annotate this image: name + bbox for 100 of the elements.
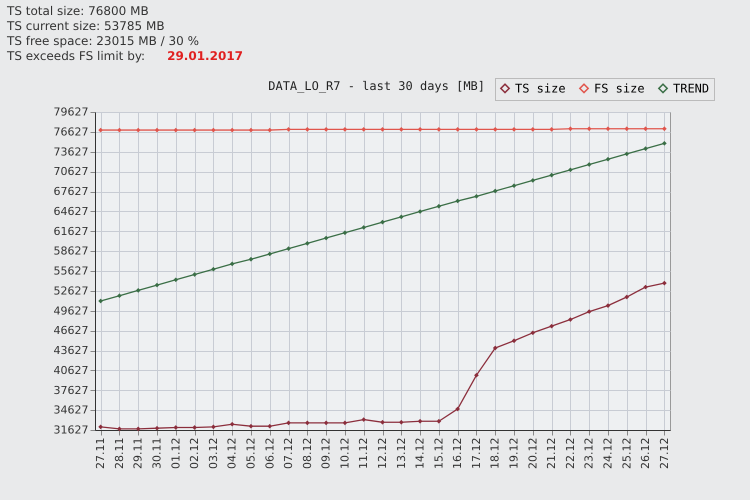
point	[211, 424, 216, 430]
point	[398, 127, 404, 132]
point	[474, 127, 479, 132]
point	[154, 128, 160, 132]
point	[286, 246, 291, 251]
y-tick-label: 46627	[54, 324, 88, 338]
text: TS current size: 53785 MB	[6, 19, 165, 33]
point	[418, 209, 422, 214]
x-tick-label: 04.12	[226, 438, 239, 469]
y-tick-label: 76627	[54, 125, 88, 138]
point	[380, 420, 385, 425]
point	[455, 406, 460, 412]
point	[192, 425, 197, 430]
point	[492, 127, 498, 132]
point	[230, 262, 235, 266]
point	[342, 420, 348, 426]
x-tick-label: 15.12	[432, 438, 446, 469]
point	[324, 127, 328, 132]
point	[248, 128, 254, 132]
text: TS free space: 23015 MB / 30 %	[6, 34, 200, 48]
point	[662, 126, 667, 132]
x-tick-label: 17.12	[470, 438, 483, 469]
point	[662, 280, 667, 286]
y-tick-label: 40627	[54, 364, 88, 377]
y-tick-label: 61627	[54, 224, 88, 238]
y-tick-label: 70627	[54, 165, 88, 178]
point	[549, 172, 554, 178]
point	[624, 152, 630, 156]
x-tick-label: 01.12	[169, 438, 182, 469]
text: 29.01.2017	[167, 49, 244, 63]
point	[267, 252, 272, 256]
point	[117, 293, 122, 298]
point	[436, 127, 442, 132]
x-tick-label: 03.12	[206, 438, 220, 469]
point	[643, 284, 648, 290]
point	[492, 346, 498, 350]
x-tick-label: 22.12	[564, 438, 577, 469]
x-tick-label: 14.12	[414, 438, 427, 469]
point	[624, 126, 630, 132]
y-tick-label: 58627	[54, 244, 88, 258]
point	[361, 127, 366, 132]
point	[474, 372, 479, 378]
y-tick-label: 67627	[54, 185, 88, 198]
point	[568, 126, 573, 132]
point	[324, 420, 328, 426]
x-tick-label: 05.12	[244, 438, 258, 469]
y-tick-label: 37627	[54, 384, 88, 397]
point	[418, 127, 422, 132]
point	[98, 424, 103, 430]
legend-label: TS size	[515, 81, 566, 96]
point	[606, 156, 610, 162]
y-tick-label: 31627	[54, 424, 88, 436]
point	[248, 424, 254, 429]
point	[436, 204, 442, 209]
point	[154, 426, 160, 431]
y-tick-label: 79627	[54, 106, 88, 118]
x-tick-label: 02.12	[188, 438, 202, 469]
point	[342, 230, 348, 236]
y-tick-label: 34627	[54, 404, 88, 417]
x-tick-label: 26.12	[639, 438, 652, 469]
point	[586, 126, 592, 132]
point	[98, 298, 103, 304]
point	[286, 420, 291, 426]
x-tick-label: 20.12	[526, 438, 540, 469]
x-tick-label: 18.12	[488, 438, 502, 469]
point	[154, 282, 160, 288]
point	[549, 127, 554, 132]
point	[436, 418, 442, 424]
point	[136, 426, 141, 432]
point	[568, 167, 573, 172]
point	[380, 127, 385, 132]
point	[586, 309, 592, 314]
point	[380, 220, 385, 224]
x-tick-label: 11.12	[357, 438, 370, 469]
legend-label: FS size	[594, 81, 645, 96]
point	[530, 178, 536, 183]
point	[267, 128, 272, 132]
text: TS total size: 76800 MB	[6, 4, 149, 18]
point	[512, 127, 516, 132]
x-tick-label: 13.12	[394, 438, 408, 469]
x-tick-label: 09.12	[320, 438, 333, 469]
point	[586, 162, 592, 167]
point	[512, 338, 516, 344]
x-tick-label: 12.12	[376, 438, 389, 469]
y-tick-label: 64627	[54, 204, 88, 218]
x-tick-label: 07.12	[282, 438, 296, 469]
point	[304, 241, 310, 246]
point	[662, 140, 667, 146]
legend-label: TREND	[673, 81, 710, 96]
point	[643, 126, 648, 132]
point	[512, 183, 516, 188]
point	[474, 194, 479, 199]
x-tick-label: 29.11	[132, 438, 145, 469]
point	[136, 288, 141, 293]
point	[286, 127, 291, 132]
point	[361, 225, 366, 230]
y-tick-label: 52627	[54, 284, 88, 298]
point	[624, 294, 630, 300]
y-tick-label: 49627	[54, 304, 88, 318]
point	[606, 303, 610, 308]
